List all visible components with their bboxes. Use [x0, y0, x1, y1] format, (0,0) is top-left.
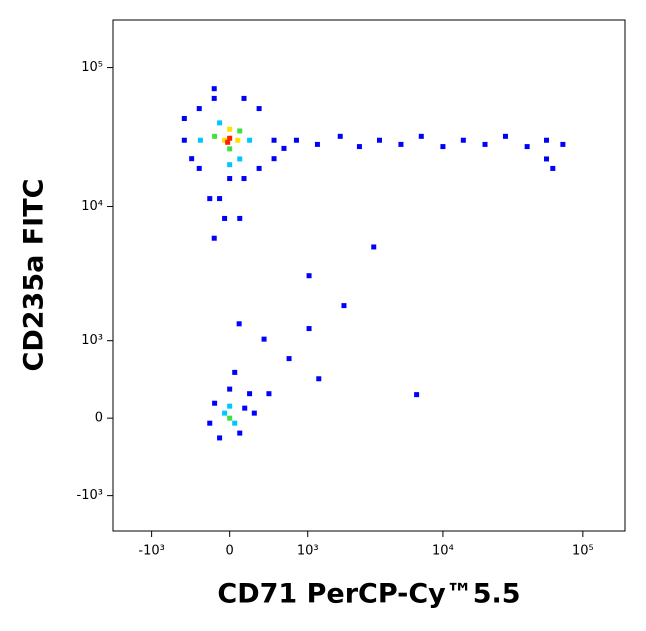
event-dot	[181, 137, 187, 143]
event-dot	[207, 420, 213, 426]
event-dot	[242, 405, 248, 411]
event-dot	[247, 137, 253, 143]
event-dot	[227, 386, 233, 392]
event-dot	[222, 215, 228, 221]
event-dot	[227, 135, 233, 141]
x-tick-label: 10⁴	[432, 544, 454, 559]
event-dot	[189, 156, 195, 162]
event-dot	[235, 137, 241, 143]
y-tick-label: -10³	[77, 488, 103, 503]
event-dot	[225, 139, 231, 145]
event-dot	[293, 137, 299, 143]
event-dot	[241, 176, 247, 182]
event-dot	[398, 141, 404, 147]
event-dot	[237, 156, 243, 162]
event-dot	[232, 369, 238, 375]
event-dot	[544, 137, 550, 143]
y-axis-title: CD235a FITC	[19, 179, 50, 372]
x-tick-label: 10⁵	[572, 544, 594, 559]
x-axis-title: CD71 PerCP-Cy™5.5	[217, 579, 520, 610]
event-dot	[237, 128, 243, 134]
event-dot	[316, 376, 322, 382]
event-dot	[207, 196, 213, 202]
event-dot	[414, 392, 420, 398]
event-dot	[560, 141, 566, 147]
event-dot	[550, 165, 556, 171]
event-dot	[222, 137, 228, 143]
event-dot	[217, 120, 223, 126]
event-dot	[314, 141, 320, 147]
event-dot	[211, 235, 217, 241]
event-dot	[281, 145, 287, 151]
event-dot	[440, 144, 446, 150]
event-dot	[337, 133, 343, 139]
event-dot	[181, 116, 187, 122]
event-dot	[376, 137, 382, 143]
event-dot	[341, 303, 347, 309]
event-dot	[211, 95, 217, 101]
event-dot	[266, 391, 272, 397]
event-dot	[236, 321, 242, 327]
event-dot	[306, 326, 312, 332]
event-dot	[227, 415, 233, 421]
event-dot	[211, 86, 217, 92]
event-dot	[217, 196, 223, 202]
event-dot	[237, 215, 243, 221]
event-dot	[371, 244, 377, 250]
event-dot	[247, 391, 253, 397]
event-dot	[256, 106, 262, 112]
event-dot	[482, 141, 488, 147]
event-dot	[232, 420, 238, 426]
event-dot	[212, 400, 218, 406]
event-dot	[356, 144, 362, 150]
event-dot	[544, 156, 550, 162]
y-tick-label: 10³	[81, 333, 103, 348]
event-dot	[524, 144, 530, 150]
event-dot	[227, 162, 233, 168]
event-dot	[271, 137, 277, 143]
event-dot	[196, 106, 202, 112]
event-dot	[418, 133, 424, 139]
event-dot	[212, 133, 218, 139]
event-dot	[227, 126, 233, 132]
y-tick-label: 0	[95, 411, 103, 426]
event-dot	[217, 435, 223, 441]
event-dot	[227, 403, 233, 409]
event-dot	[197, 137, 203, 143]
y-tick-label: 10⁴	[81, 199, 103, 214]
x-tick-label: 0	[226, 544, 234, 559]
event-dot	[227, 146, 233, 152]
x-tick-label: -10³	[138, 544, 164, 559]
event-dot	[261, 336, 267, 342]
event-dot	[286, 356, 292, 362]
event-dot	[256, 165, 262, 171]
event-dot	[241, 95, 247, 101]
event-dot	[227, 176, 233, 182]
event-dot	[502, 133, 508, 139]
event-dot	[460, 137, 466, 143]
event-dot	[306, 273, 312, 279]
plot-frame	[112, 19, 626, 532]
event-dot	[237, 430, 243, 436]
event-dot	[271, 156, 277, 162]
x-tick-label: 10³	[297, 544, 319, 559]
event-dot	[222, 410, 228, 416]
y-tick-label: 10⁵	[81, 60, 103, 75]
event-dot	[196, 165, 202, 171]
event-dot	[251, 410, 257, 416]
